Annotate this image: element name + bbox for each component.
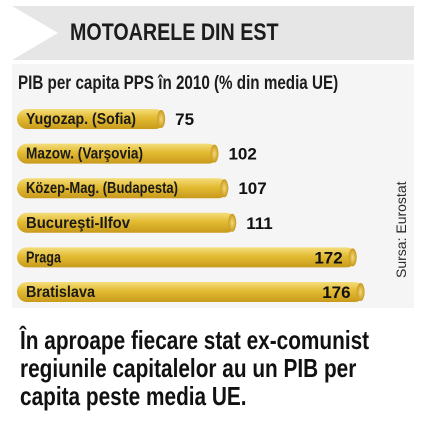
note-line: În aproape fiecare stat ex-comunist	[20, 325, 370, 355]
category-label: Bratislava	[26, 284, 95, 301]
bar	[17, 143, 219, 164]
category-label: Közep-Mag. (Budapesta)	[26, 180, 178, 197]
value-label: 172	[314, 248, 342, 267]
header-banner: MOTOARELE DIN EST	[12, 6, 414, 60]
bar-end-cap	[157, 110, 166, 128]
bar-end-cap	[228, 213, 237, 232]
bar	[17, 178, 229, 199]
header-background	[12, 6, 414, 60]
source-label: Sursa: Eurostat	[393, 181, 409, 279]
bar-chart: Yugozap. (Sofia) 75 Mazow. (Varşovia) 102 Kö…	[17, 109, 365, 302]
value-label: 176	[322, 283, 350, 302]
chart-title: PIB per capita PPS în 2010 (% din media …	[18, 73, 339, 94]
category-label: Praga	[26, 249, 61, 266]
category-label: Mazow. (Varşovia)	[26, 146, 143, 163]
bar-end-cap	[356, 283, 365, 301]
header-title: MOTOARELE DIN EST	[70, 19, 279, 46]
category-label: Yugozap. (Sofia)	[26, 111, 136, 128]
value-label: 102	[228, 145, 256, 164]
note-text: În aproape fiecare stat ex-comunist regi…	[20, 326, 410, 410]
bar	[17, 247, 357, 268]
value-label: 107	[238, 179, 266, 198]
category-label: Bucureşti-Ilfov	[26, 215, 130, 232]
value-label: 75	[175, 110, 194, 129]
value-label: 111	[246, 214, 273, 233]
note-line: capita peste media UE.	[20, 381, 247, 411]
bar	[17, 212, 237, 233]
bar	[17, 282, 365, 302]
bar-end-cap	[210, 144, 219, 163]
note-line: regiunile capitalelor au un PIB per	[20, 353, 357, 383]
bar-end-cap	[348, 248, 357, 267]
bar-end-cap	[220, 179, 229, 198]
bar	[17, 109, 166, 129]
